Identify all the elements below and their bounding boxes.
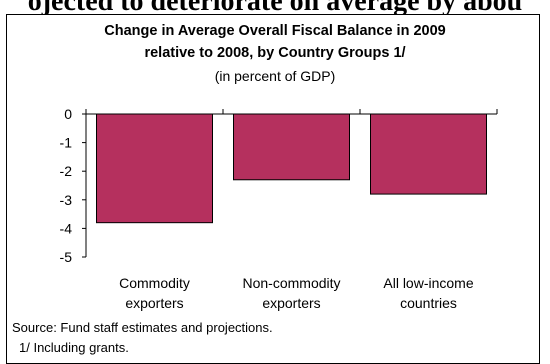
bar-0 bbox=[96, 113, 213, 224]
source-note: Source: Fund staff estimates and project… bbox=[12, 320, 273, 335]
y-tick-label-0: 0 bbox=[64, 106, 72, 122]
category-label-0-line-1: exporters bbox=[125, 295, 183, 311]
category-label-2-line-0: All low-income bbox=[383, 275, 473, 291]
category-label-2-line-1: countries bbox=[400, 295, 457, 311]
y-tick-label-1: -1 bbox=[60, 135, 73, 151]
category-label-0-line-0: Commodity bbox=[119, 275, 190, 291]
footnote: 1/ Including grants. bbox=[19, 340, 129, 355]
bar-1 bbox=[233, 113, 350, 181]
clipped-heading-text: ojected to deteriorate on average by abo… bbox=[27, 0, 523, 17]
y-tick-label-3: -3 bbox=[60, 192, 73, 208]
chart-title-line-2: relative to 2008, by Country Groups 1/ bbox=[144, 45, 406, 61]
chart-title-line-1: Change in Average Overall Fiscal Balance… bbox=[104, 23, 446, 39]
category-label-1-line-1: exporters bbox=[262, 295, 320, 311]
y-tick-label-4: -4 bbox=[60, 220, 73, 236]
category-label-1-line-0: Non-commodity bbox=[242, 275, 340, 291]
y-tick-label-2: -2 bbox=[60, 163, 73, 179]
chart-subtitle: (in percent of GDP) bbox=[214, 68, 336, 84]
y-tick-label-5: -5 bbox=[60, 249, 73, 265]
bar-2 bbox=[370, 113, 487, 195]
